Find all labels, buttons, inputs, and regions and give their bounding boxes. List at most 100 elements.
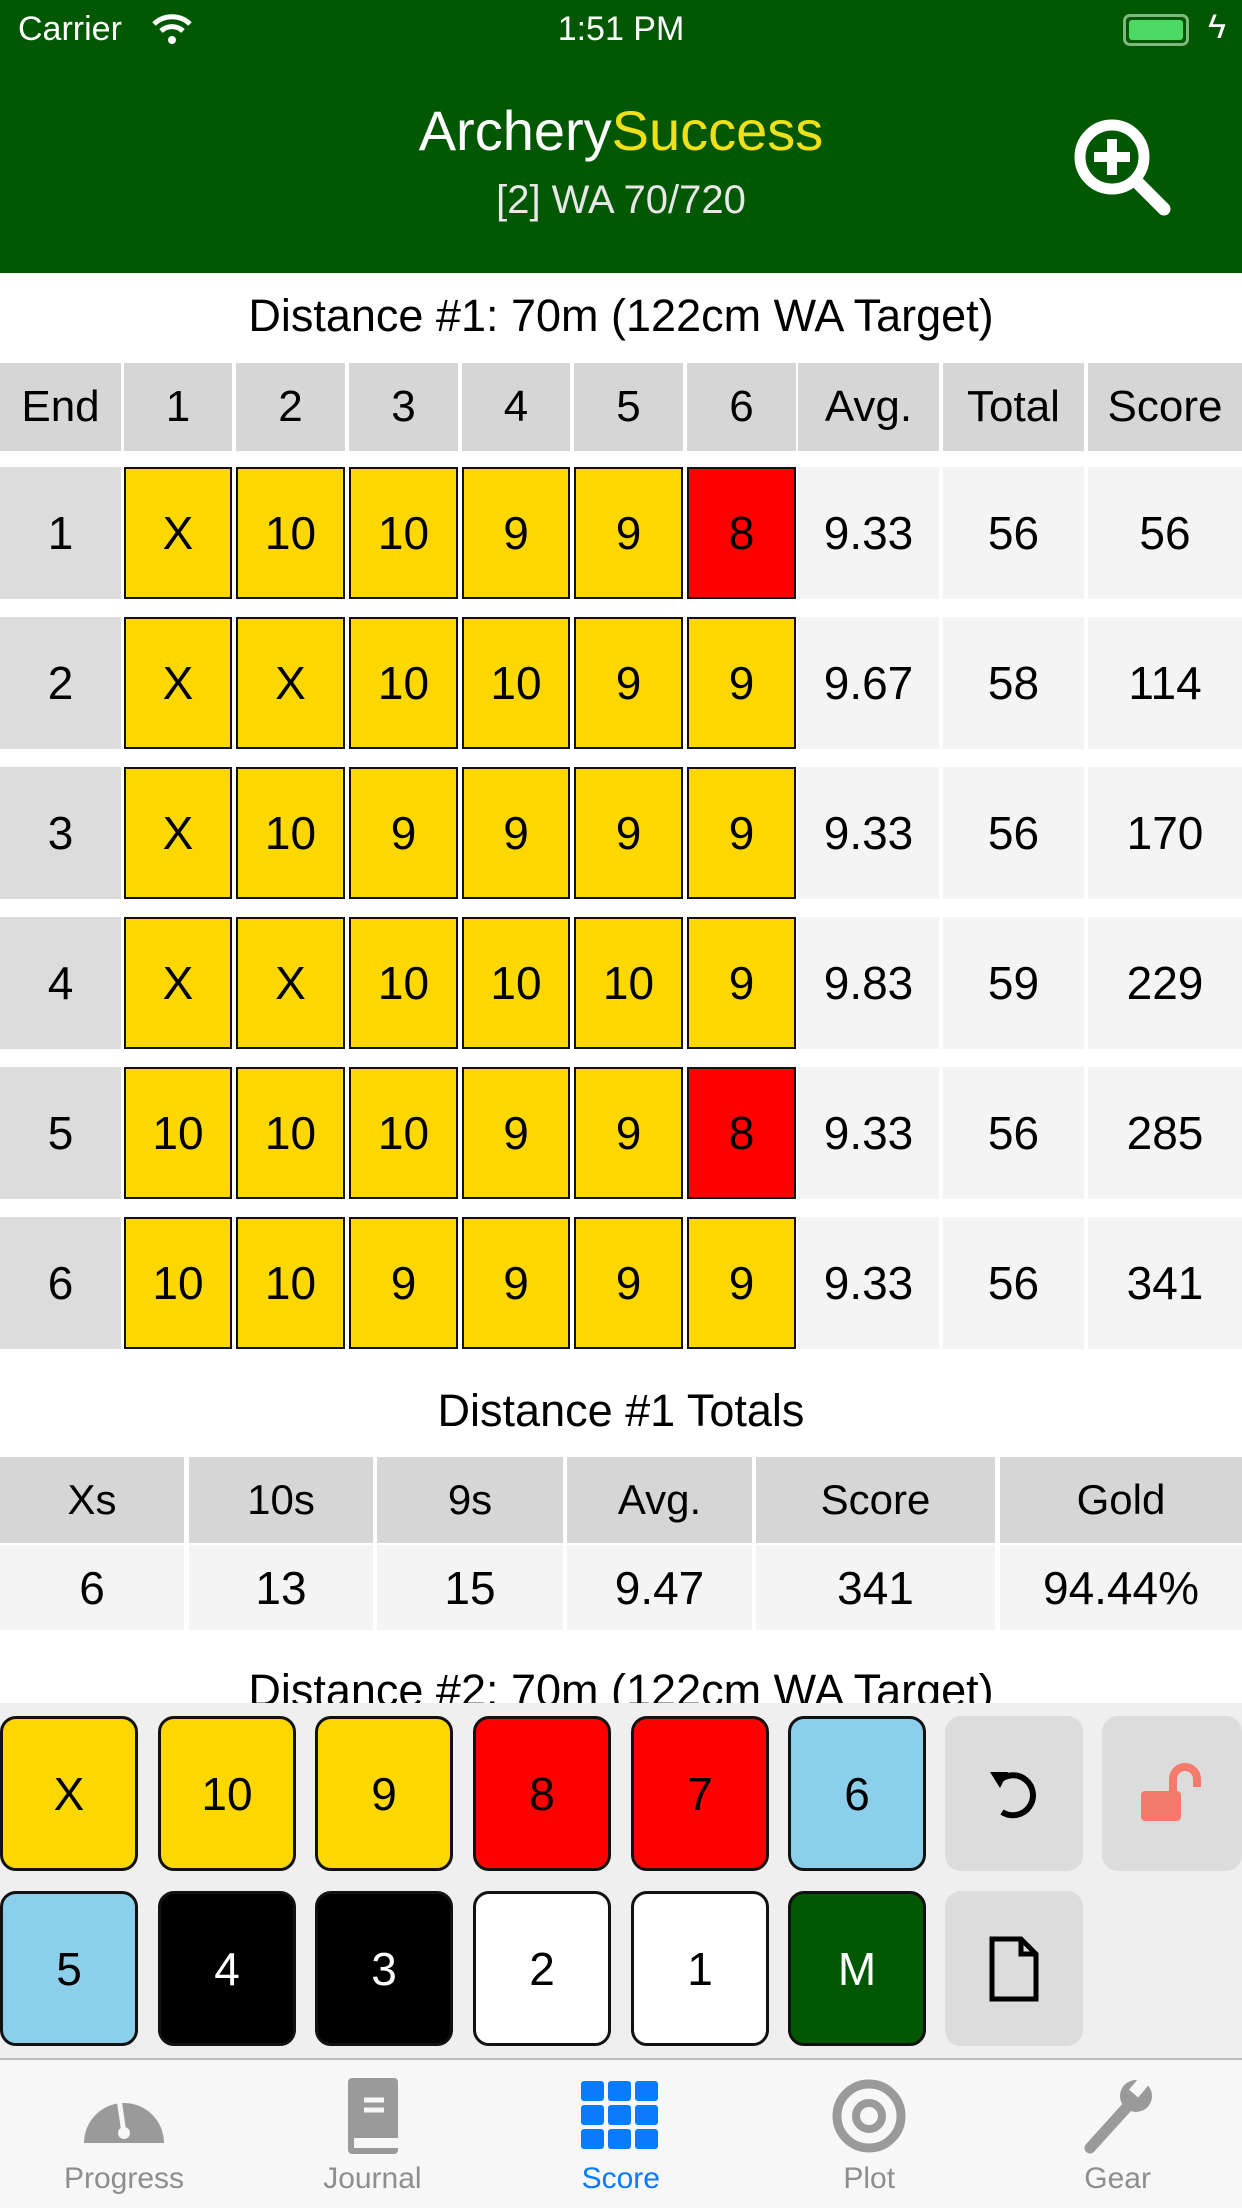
- app-header: Carrier 1:51 PM ϟ ArcherySuccess [2] WA …: [0, 0, 1242, 273]
- totals-title: Distance #1 Totals: [437, 1385, 805, 1436]
- arrow-score-cell[interactable]: X: [124, 467, 232, 599]
- score-key-M[interactable]: M: [788, 1891, 926, 2046]
- score-key-2[interactable]: 2: [473, 1891, 611, 2046]
- arrow-score-cell[interactable]: 10: [349, 1067, 458, 1199]
- title-part: Archery: [418, 99, 612, 162]
- gauge-icon: [0, 2070, 248, 2162]
- arrow-score-cell[interactable]: 9: [462, 467, 570, 599]
- arrow-score-cell[interactable]: 8: [687, 1067, 796, 1199]
- column-header: Total: [943, 363, 1084, 451]
- arrow-score-cell[interactable]: X: [236, 917, 345, 1049]
- column-header: 1: [124, 363, 232, 451]
- score-cell: 114: [1088, 617, 1242, 749]
- score-key-6[interactable]: 6: [788, 1716, 926, 1871]
- totals-header: Xs: [0, 1457, 184, 1543]
- total-cell: 59: [943, 917, 1084, 1049]
- score-key-10[interactable]: 10: [158, 1716, 296, 1871]
- arrow-score-cell[interactable]: 10: [124, 1217, 232, 1349]
- zoom-in-button[interactable]: [1070, 115, 1175, 220]
- column-header: Score: [1088, 363, 1242, 451]
- undo-icon: [990, 1771, 1036, 1818]
- arrow-score-cell[interactable]: 9: [687, 767, 796, 899]
- arrow-score-cell[interactable]: 10: [124, 1067, 232, 1199]
- arrow-score-cell[interactable]: 9: [687, 1217, 796, 1349]
- arrow-score-cell[interactable]: 8: [687, 467, 796, 599]
- total-cell: 56: [943, 767, 1084, 899]
- score-key-1[interactable]: 1: [631, 1891, 769, 2046]
- arrow-score-cell[interactable]: 10: [349, 467, 458, 599]
- arrow-score-cell[interactable]: 9: [462, 767, 570, 899]
- tab-label: Journal: [323, 2162, 422, 2195]
- arrow-score-cell[interactable]: 9: [687, 617, 796, 749]
- column-header: 4: [462, 363, 570, 451]
- score-key-X[interactable]: X: [0, 1716, 138, 1871]
- arrow-score-cell[interactable]: 10: [349, 617, 458, 749]
- lock-button[interactable]: [1102, 1716, 1242, 1871]
- score-key-8[interactable]: 8: [473, 1716, 611, 1871]
- title-part-accent: Success: [611, 99, 824, 162]
- arrow-score-cell[interactable]: 9: [349, 1217, 458, 1349]
- totals-header: Gold: [1000, 1457, 1242, 1543]
- score-key-5[interactable]: 5: [0, 1891, 138, 2046]
- totals-header: 10s: [189, 1457, 373, 1543]
- arrow-score-cell[interactable]: 9: [574, 1217, 683, 1349]
- tab-label: Plot: [843, 2162, 896, 2195]
- totals-value: 341: [756, 1545, 995, 1630]
- arrow-score-cell[interactable]: X: [124, 617, 232, 749]
- arrow-score-cell[interactable]: X: [124, 917, 232, 1049]
- arrow-score-cell[interactable]: 9: [462, 1067, 570, 1199]
- totals-header: Avg.: [567, 1457, 752, 1543]
- column-header: 6: [687, 363, 796, 451]
- arrow-score-cell[interactable]: 10: [462, 917, 570, 1049]
- avg-cell: 9.33: [798, 1067, 939, 1199]
- score-key-9[interactable]: 9: [315, 1716, 453, 1871]
- carrier-label: Carrier: [18, 10, 122, 48]
- app-title: ArcherySuccess: [0, 98, 1242, 163]
- arrow-score-cell[interactable]: 10: [236, 767, 345, 899]
- avg-cell: 9.67: [798, 617, 939, 749]
- grid-icon: [497, 2070, 745, 2162]
- totals-header: 9s: [377, 1457, 563, 1543]
- end-number: 4: [0, 917, 121, 1049]
- tab-bar: Progress Journal Score Plot Gear: [0, 2060, 1242, 2208]
- end-number: 3: [0, 767, 121, 899]
- tab-journal[interactable]: Journal: [248, 2070, 496, 2205]
- arrow-score-cell[interactable]: 9: [687, 917, 796, 1049]
- arrow-score-cell[interactable]: 10: [236, 467, 345, 599]
- score-key-3[interactable]: 3: [315, 1891, 453, 2046]
- arrow-score-cell[interactable]: X: [124, 767, 232, 899]
- arrow-score-cell[interactable]: X: [236, 617, 345, 749]
- battery-icon: [1123, 14, 1189, 46]
- totals-value: 9.47: [567, 1545, 752, 1630]
- arrow-score-cell[interactable]: 9: [574, 617, 683, 749]
- notes-button[interactable]: [945, 1891, 1083, 2046]
- undo-button[interactable]: [945, 1716, 1083, 1871]
- tab-progress[interactable]: Progress: [0, 2070, 248, 2205]
- arrow-score-cell[interactable]: 9: [349, 767, 458, 899]
- column-header: End: [0, 363, 121, 451]
- wrench-icon: [994, 2070, 1242, 2162]
- score-key-4[interactable]: 4: [158, 1891, 296, 2046]
- wifi-icon: [152, 14, 192, 44]
- arrow-score-cell[interactable]: 9: [574, 467, 683, 599]
- arrow-score-cell[interactable]: 10: [462, 617, 570, 749]
- column-header: Avg.: [798, 363, 939, 451]
- tab-score[interactable]: Score: [497, 2070, 745, 2205]
- tab-gear[interactable]: Gear: [994, 2070, 1242, 2205]
- score-cell: 341: [1088, 1217, 1242, 1349]
- arrow-score-cell[interactable]: 9: [574, 1067, 683, 1199]
- score-key-7[interactable]: 7: [631, 1716, 769, 1871]
- arrow-score-cell[interactable]: 10: [349, 917, 458, 1049]
- avg-cell: 9.33: [798, 767, 939, 899]
- score-keypad: X 10 9 8 7 6 5 4 3 2 1 M: [0, 1703, 1242, 2060]
- total-cell: 56: [943, 467, 1084, 599]
- totals-value: 6: [0, 1545, 184, 1630]
- arrow-score-cell[interactable]: 9: [574, 767, 683, 899]
- arrow-score-cell[interactable]: 10: [574, 917, 683, 1049]
- arrow-score-cell[interactable]: 10: [236, 1067, 345, 1199]
- end-number: 6: [0, 1217, 121, 1349]
- arrow-score-cell[interactable]: 10: [236, 1217, 345, 1349]
- tab-label: Score: [581, 2162, 660, 2195]
- tab-plot[interactable]: Plot: [745, 2070, 993, 2205]
- arrow-score-cell[interactable]: 9: [462, 1217, 570, 1349]
